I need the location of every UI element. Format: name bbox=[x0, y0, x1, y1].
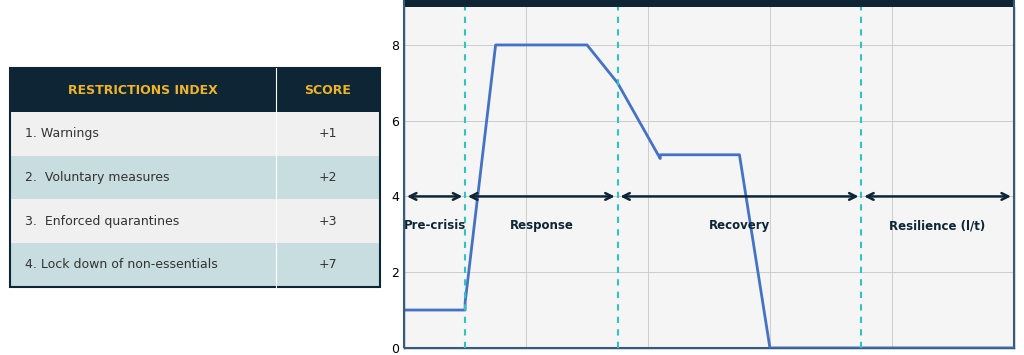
Text: 3.  Enforced quarantines: 3. Enforced quarantines bbox=[25, 215, 179, 228]
Bar bbox=[10, 69, 380, 286]
Text: Response: Response bbox=[509, 219, 573, 232]
Bar bbox=[404, 0, 1014, 348]
Text: +1: +1 bbox=[318, 127, 337, 140]
Bar bbox=[10, 199, 380, 243]
Text: 1. Warnings: 1. Warnings bbox=[25, 127, 99, 140]
Bar bbox=[404, 0, 1014, 7]
Bar bbox=[10, 156, 380, 199]
Text: 2.  Voluntary measures: 2. Voluntary measures bbox=[25, 171, 170, 184]
Bar bbox=[10, 243, 380, 286]
Text: Pre-crisis: Pre-crisis bbox=[403, 219, 466, 232]
Bar bbox=[10, 112, 380, 156]
Text: SCORE: SCORE bbox=[304, 84, 351, 97]
Text: Recovery: Recovery bbox=[709, 219, 770, 232]
Text: +3: +3 bbox=[318, 215, 337, 228]
Text: +7: +7 bbox=[318, 258, 337, 271]
Text: 4. Lock down of non-essentials: 4. Lock down of non-essentials bbox=[25, 258, 218, 271]
Text: Resilience (l/t): Resilience (l/t) bbox=[890, 219, 986, 232]
Bar bbox=[10, 69, 380, 112]
Text: +2: +2 bbox=[318, 171, 337, 184]
Text: RESTRICTIONS INDEX: RESTRICTIONS INDEX bbox=[69, 84, 218, 97]
